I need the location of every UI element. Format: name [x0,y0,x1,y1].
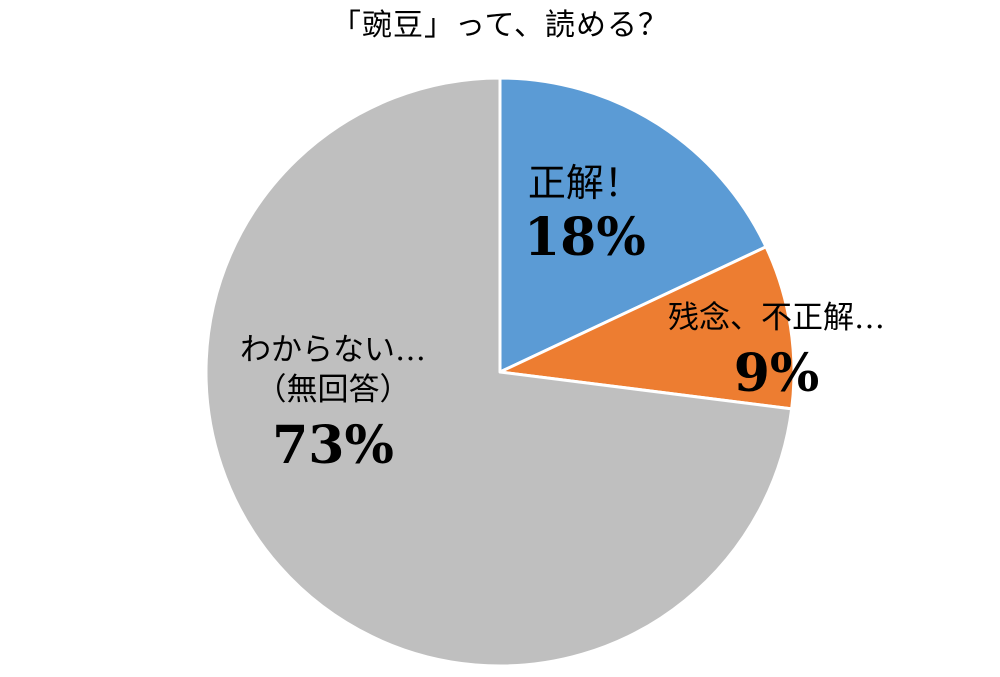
slice-category-label: 残念、不正解… [668,300,885,336]
slice-label-correct: 正解！ 18% [524,160,646,270]
slice-category-label: わからない… [240,332,426,368]
slice-label-no-answer: わからない… （無回答） 73% [240,330,426,478]
slice-value-label: 18% [524,207,646,268]
slice-value-label: 9% [733,343,820,404]
pie-slice-incorrect [498,245,796,411]
slice-category-label: 正解！ [527,161,642,205]
pie-slice-no-answer [204,76,794,668]
slice-value-label: 73% [272,415,394,476]
slice-label-incorrect: 残念、不正解… 9% [668,298,885,406]
slice-category-label-line2: （無回答） [255,372,411,408]
pie-slice-correct [498,76,768,374]
chart-title: 「豌豆」って、読める？ [331,8,669,43]
